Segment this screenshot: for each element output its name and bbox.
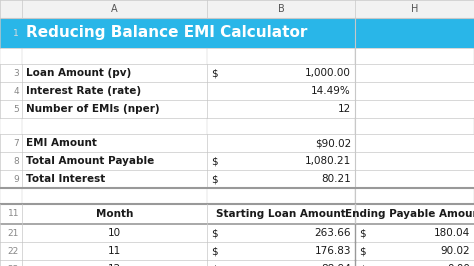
Text: 180.04: 180.04 bbox=[434, 228, 470, 238]
Text: Reducing Balance EMI Calculator: Reducing Balance EMI Calculator bbox=[26, 26, 307, 40]
Text: 11: 11 bbox=[108, 246, 121, 256]
Text: Ending Payable Amount: Ending Payable Amount bbox=[345, 209, 474, 219]
Text: A: A bbox=[111, 4, 118, 14]
Text: $: $ bbox=[211, 228, 218, 238]
Text: Total Amount Payable: Total Amount Payable bbox=[26, 156, 154, 166]
Bar bbox=[0, 170, 474, 188]
Text: $: $ bbox=[359, 228, 365, 238]
Text: Total Interest: Total Interest bbox=[26, 174, 105, 184]
Bar bbox=[0, 224, 474, 242]
Bar bbox=[0, 100, 474, 118]
Text: 12: 12 bbox=[338, 104, 351, 114]
Bar bbox=[0, 48, 474, 64]
Text: H: H bbox=[411, 4, 418, 14]
Bar bbox=[0, 64, 474, 82]
Text: 11: 11 bbox=[8, 210, 19, 218]
Text: 88.94: 88.94 bbox=[321, 264, 351, 266]
Text: 12: 12 bbox=[108, 264, 121, 266]
Bar bbox=[0, 0, 22, 18]
Text: $: $ bbox=[211, 174, 218, 184]
Text: 1: 1 bbox=[13, 28, 19, 38]
Bar bbox=[0, 260, 474, 266]
Text: $: $ bbox=[211, 264, 218, 266]
Text: 3: 3 bbox=[13, 69, 19, 77]
Text: 22: 22 bbox=[8, 247, 19, 256]
Text: $: $ bbox=[359, 264, 365, 266]
Text: 14.49%: 14.49% bbox=[311, 86, 351, 96]
Text: 0.00: 0.00 bbox=[447, 264, 470, 266]
Text: $: $ bbox=[359, 246, 365, 256]
Text: 90.02: 90.02 bbox=[440, 246, 470, 256]
Bar bbox=[0, 152, 474, 170]
Text: 8: 8 bbox=[13, 156, 19, 165]
Bar bbox=[0, 204, 474, 224]
Text: Interest Rate (rate): Interest Rate (rate) bbox=[26, 86, 141, 96]
Text: 263.66: 263.66 bbox=[315, 228, 351, 238]
Text: 176.83: 176.83 bbox=[315, 246, 351, 256]
Text: 23: 23 bbox=[8, 264, 19, 266]
Bar bbox=[0, 134, 474, 152]
Text: 1,080.21: 1,080.21 bbox=[305, 156, 351, 166]
Text: Starting Loan Amount: Starting Loan Amount bbox=[216, 209, 346, 219]
Text: 1,000.00: 1,000.00 bbox=[305, 68, 351, 78]
Text: 80.21: 80.21 bbox=[321, 174, 351, 184]
Text: Loan Amount (pv): Loan Amount (pv) bbox=[26, 68, 131, 78]
Text: 10: 10 bbox=[108, 228, 121, 238]
Text: 4: 4 bbox=[13, 86, 19, 95]
Text: 7: 7 bbox=[13, 139, 19, 148]
Text: Number of EMIs (nper): Number of EMIs (nper) bbox=[26, 104, 160, 114]
Text: 5: 5 bbox=[13, 105, 19, 114]
Bar bbox=[0, 82, 474, 100]
Text: $: $ bbox=[211, 246, 218, 256]
Text: EMI Amount: EMI Amount bbox=[26, 138, 97, 148]
Bar bbox=[0, 0, 474, 18]
Text: $90.02: $90.02 bbox=[315, 138, 351, 148]
Text: 21: 21 bbox=[8, 228, 19, 238]
Bar bbox=[0, 18, 474, 48]
Text: $: $ bbox=[211, 68, 218, 78]
Text: Month: Month bbox=[96, 209, 133, 219]
Bar bbox=[0, 118, 474, 134]
Bar bbox=[0, 242, 474, 260]
Text: B: B bbox=[278, 4, 284, 14]
Text: 9: 9 bbox=[13, 174, 19, 184]
Text: $: $ bbox=[211, 156, 218, 166]
Bar bbox=[0, 188, 474, 204]
